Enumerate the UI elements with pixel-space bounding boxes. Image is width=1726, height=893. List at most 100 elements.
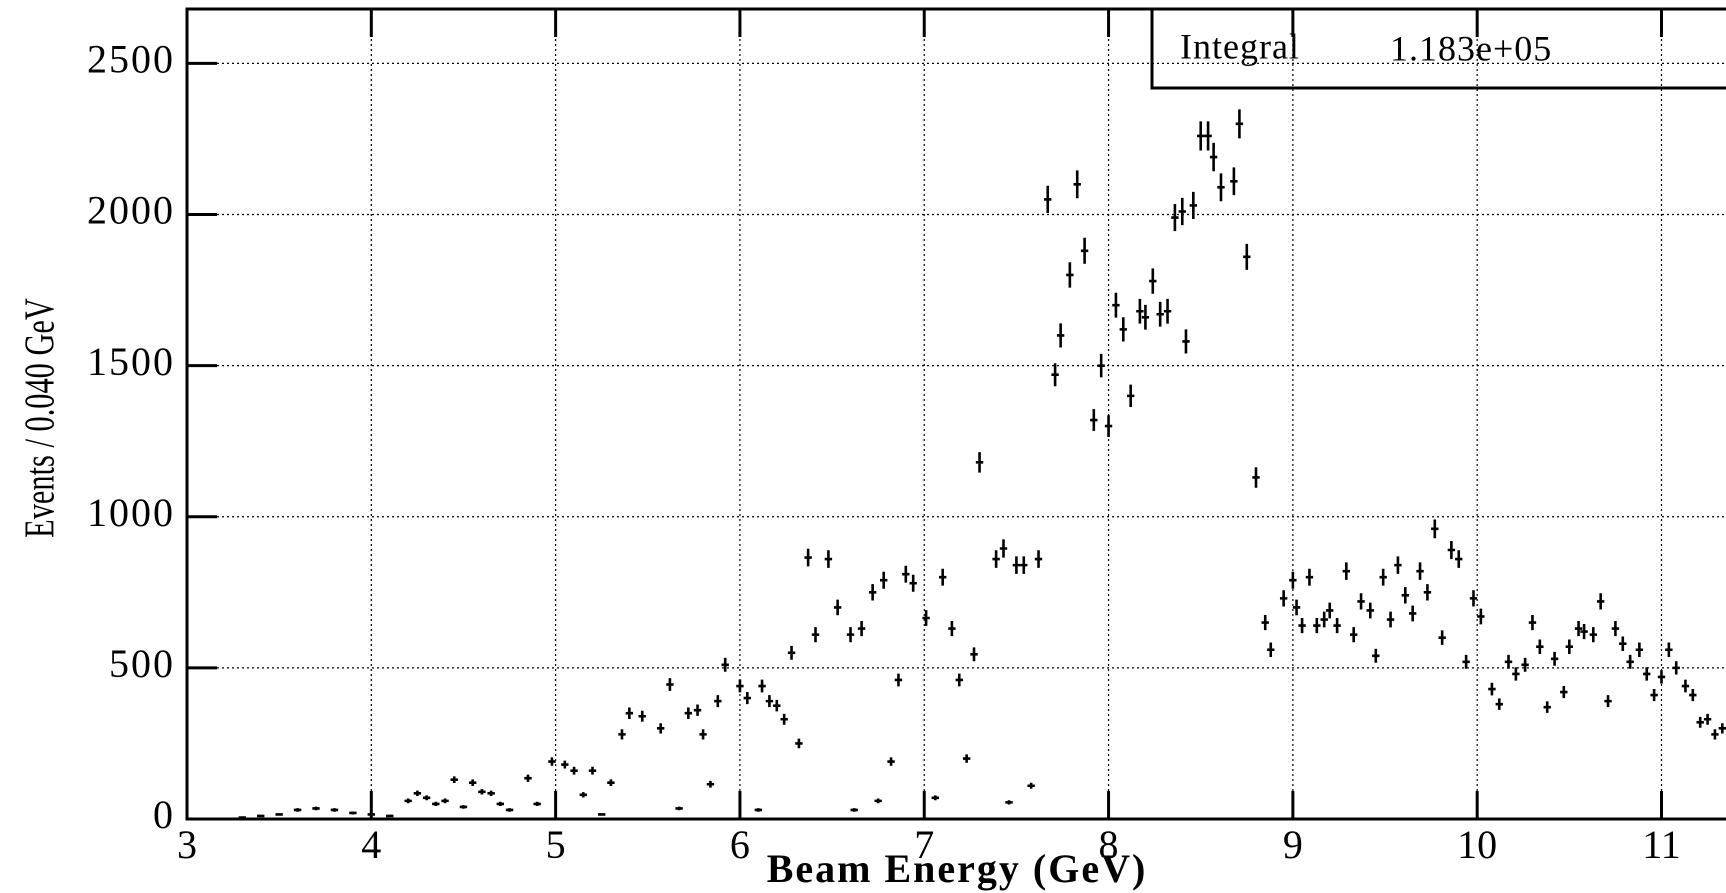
data-point [1626, 654, 1634, 669]
data-point [811, 627, 820, 643]
data-point [1565, 639, 1574, 654]
data-point [1333, 618, 1341, 634]
data-point [1379, 568, 1387, 586]
data-point [422, 795, 431, 801]
data-point [1141, 304, 1150, 330]
data-point [902, 565, 910, 583]
data-point [459, 805, 468, 809]
data-point [1423, 584, 1432, 601]
x-tick-label: 6 [730, 822, 750, 867]
data-point [561, 760, 569, 769]
data-point [1408, 605, 1417, 622]
data-point [714, 695, 722, 708]
data-point [1209, 142, 1218, 172]
data-point [468, 779, 477, 787]
data-point [1097, 353, 1105, 378]
data-point [736, 679, 744, 693]
data-point [931, 795, 939, 801]
data-point [970, 647, 978, 662]
data-point [1619, 636, 1627, 651]
stats-label: Integral [1180, 26, 1300, 66]
data-point [1279, 590, 1288, 607]
data-point [1580, 624, 1588, 640]
data-point [1366, 602, 1374, 619]
data-point [1455, 550, 1463, 568]
data-point [1163, 298, 1172, 324]
data-point [850, 808, 858, 812]
data-point [1703, 713, 1712, 725]
data-point [1178, 197, 1186, 226]
data-point [1298, 618, 1306, 634]
data-point [1313, 618, 1321, 634]
data-point [1289, 571, 1297, 589]
data-point [1051, 363, 1059, 387]
data-point [699, 729, 707, 740]
data-point [1543, 701, 1551, 713]
stats-box [1150, 7, 1726, 90]
x-tick-label: 7 [914, 822, 934, 867]
data-point [1044, 185, 1052, 214]
data-point [1197, 121, 1205, 151]
data-point [1528, 614, 1537, 631]
data-point [1357, 593, 1365, 610]
data-point [780, 713, 788, 725]
y-tick-label: 500 [109, 641, 175, 686]
data-point [386, 814, 394, 818]
data-point [795, 738, 803, 749]
x-tick-label: 8 [1099, 822, 1119, 867]
data-point [1261, 614, 1269, 631]
data-point [675, 806, 683, 811]
data-point [579, 792, 587, 798]
data-point [1469, 590, 1478, 607]
x-tick-label: 10 [1457, 822, 1497, 867]
data-point [1477, 608, 1485, 625]
data-point [1611, 621, 1620, 637]
data-point [413, 790, 422, 797]
y-axis-title: Events / 0.040 GeV [16, 298, 63, 538]
data-point [1536, 639, 1544, 654]
plot-area: 0 500 1000 1500 2000 2500 3 4 5 6 7 8 9 10 11 [87, 7, 1726, 867]
data-point [1136, 298, 1144, 324]
data-point [1512, 667, 1520, 681]
data-point [1657, 670, 1666, 684]
data-point [1252, 467, 1260, 488]
data-point [754, 808, 763, 812]
data-point [1189, 191, 1198, 220]
data-point [962, 754, 971, 763]
y-tick-label: 0 [153, 792, 175, 837]
data-point [450, 776, 458, 784]
data-point [349, 811, 357, 815]
data-point [1305, 568, 1314, 586]
data-point [1596, 593, 1605, 610]
data-point [1689, 689, 1697, 702]
data-point [1560, 686, 1568, 699]
data-point [1488, 682, 1496, 696]
data-point [880, 571, 888, 589]
data-point [1292, 599, 1301, 616]
x-tick-label: 11 [1642, 822, 1681, 867]
data-point [1171, 203, 1179, 232]
y-tick-label: 1500 [87, 339, 175, 384]
data-point [1574, 621, 1583, 637]
data-point [758, 679, 766, 693]
data-point [1230, 167, 1238, 196]
data-point [330, 808, 339, 812]
data-point [1320, 611, 1328, 628]
data-point [1718, 723, 1726, 734]
x-tick-label: 4 [361, 822, 381, 867]
data-point [1350, 627, 1358, 643]
data-point [887, 757, 895, 766]
axis-frame [185, 7, 1726, 821]
data-point [999, 539, 1008, 558]
data-point [404, 798, 412, 804]
data-point [487, 790, 495, 797]
data-point [505, 808, 514, 812]
data-point [1056, 323, 1065, 348]
data-point [765, 695, 774, 708]
data-point [666, 678, 674, 691]
data-point [638, 710, 646, 722]
stats-value: 1.183e+05 [1390, 28, 1552, 68]
data-point [824, 550, 833, 568]
